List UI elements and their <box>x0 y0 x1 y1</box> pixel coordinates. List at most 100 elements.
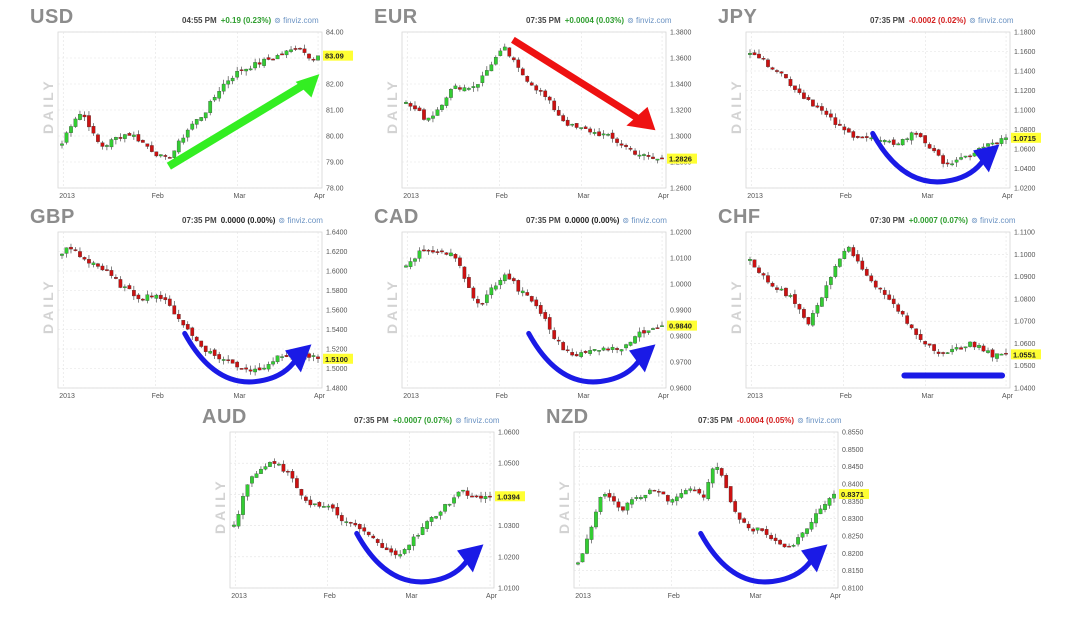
candle-down <box>615 138 619 143</box>
blue-arrow-head <box>973 144 1000 173</box>
candle-down <box>534 299 539 307</box>
candle-down <box>272 461 277 464</box>
finviz-link[interactable]: ⊚ finviz.com <box>274 16 319 25</box>
candle-up <box>280 356 284 358</box>
candle-up <box>710 468 715 484</box>
candle-up <box>158 154 163 157</box>
y-tick-label: 1.0600 <box>1014 341 1036 348</box>
finviz-link[interactable]: ⊚ finviz.com <box>971 216 1016 225</box>
candle-up <box>236 514 241 527</box>
candle-down <box>96 263 100 267</box>
candle-up <box>64 132 69 143</box>
candle-down <box>719 468 724 476</box>
chart-time: 07:35 PM <box>182 216 217 225</box>
candle-down <box>802 309 806 318</box>
candle-up <box>484 70 489 76</box>
candle-down <box>656 491 661 493</box>
candle-down <box>335 506 340 516</box>
candle-up <box>232 524 236 527</box>
candle-down <box>815 105 820 108</box>
candle-down <box>172 305 177 315</box>
candle-down <box>389 548 394 553</box>
candle-down <box>652 489 657 492</box>
candle-down <box>701 494 706 498</box>
candle-down <box>828 113 833 118</box>
chart-change: +0.0007 (0.07%) <box>392 416 453 425</box>
candle-down <box>775 287 779 290</box>
candle-down <box>583 350 588 353</box>
y-tick-label: 1.3200 <box>670 108 692 115</box>
candle-down <box>458 87 462 90</box>
candle-down <box>972 341 977 348</box>
candle-up <box>60 143 64 146</box>
finviz-link[interactable]: ⊚ finviz.com <box>627 16 672 25</box>
blue-arrow-head <box>285 344 312 373</box>
y-tick-label: 81.00 <box>326 108 344 115</box>
candle-up <box>950 163 954 166</box>
candle-down <box>488 495 492 498</box>
candle-down <box>516 59 521 68</box>
candle-up <box>217 91 222 99</box>
candle-up <box>945 352 950 354</box>
candle-up <box>882 139 887 143</box>
x-tick-label: Apr <box>1002 193 1014 200</box>
candle-down <box>467 277 471 288</box>
y-tick-label: 0.9700 <box>670 360 692 367</box>
candle-up <box>648 489 652 494</box>
candle-up <box>986 350 990 353</box>
candle-up <box>905 138 910 140</box>
candle-down <box>891 298 896 305</box>
y-tick-label: 1.1200 <box>1014 88 1036 95</box>
last-price-label: 1.0715 <box>1013 134 1036 143</box>
candle-down <box>770 282 775 287</box>
y-tick-label: 0.8300 <box>842 516 864 523</box>
last-price-label: 1.2826 <box>669 155 692 164</box>
chart-time: 07:35 PM <box>698 416 733 425</box>
candle-down <box>91 126 96 134</box>
candle-down <box>646 155 651 157</box>
candle-down <box>311 58 316 61</box>
y-tick-label: 1.3000 <box>670 134 692 141</box>
finviz-link[interactable]: ⊚ finviz.com <box>278 216 323 225</box>
candle-down <box>470 495 474 498</box>
candle-down <box>923 341 928 345</box>
candle-down <box>820 106 824 111</box>
candle-down <box>905 315 910 324</box>
candle-down <box>724 475 729 489</box>
candle-up <box>123 134 127 139</box>
candle-down <box>624 144 628 147</box>
finviz-link[interactable]: ⊚ finviz.com <box>969 16 1014 25</box>
candle-up <box>788 295 793 297</box>
candle-up <box>598 497 603 512</box>
candle-down <box>665 495 670 502</box>
blue-curve <box>354 530 471 585</box>
candle-up <box>417 250 422 259</box>
candle-up <box>683 490 688 495</box>
y-tick-label: 0.8450 <box>842 464 864 471</box>
candle-down <box>923 135 928 144</box>
finviz-link[interactable]: ⊚ finviz.com <box>455 416 500 425</box>
candle-down <box>100 265 105 271</box>
candle-down <box>770 67 775 70</box>
candle-down <box>127 133 132 136</box>
candle-down <box>199 340 204 347</box>
finviz-link[interactable]: ⊚ finviz.com <box>797 416 842 425</box>
candle-down <box>181 320 186 326</box>
candle-up <box>230 77 235 82</box>
finviz-link[interactable]: ⊚ finviz.com <box>622 216 667 225</box>
candle-down <box>543 90 548 98</box>
candle-down <box>538 305 543 314</box>
x-tick-label: Feb <box>840 393 852 400</box>
candle-down <box>806 97 811 100</box>
candle-up <box>316 55 320 61</box>
last-price-label: 1.0551 <box>1013 350 1036 359</box>
candle-down <box>806 317 811 325</box>
candle-up <box>597 350 601 352</box>
candle-up <box>805 528 809 534</box>
candle-down <box>846 128 851 133</box>
candle-down <box>757 53 761 59</box>
candle-down <box>775 70 779 72</box>
candle-down <box>746 523 751 529</box>
candle-down <box>290 471 295 479</box>
candle-up <box>637 154 642 157</box>
